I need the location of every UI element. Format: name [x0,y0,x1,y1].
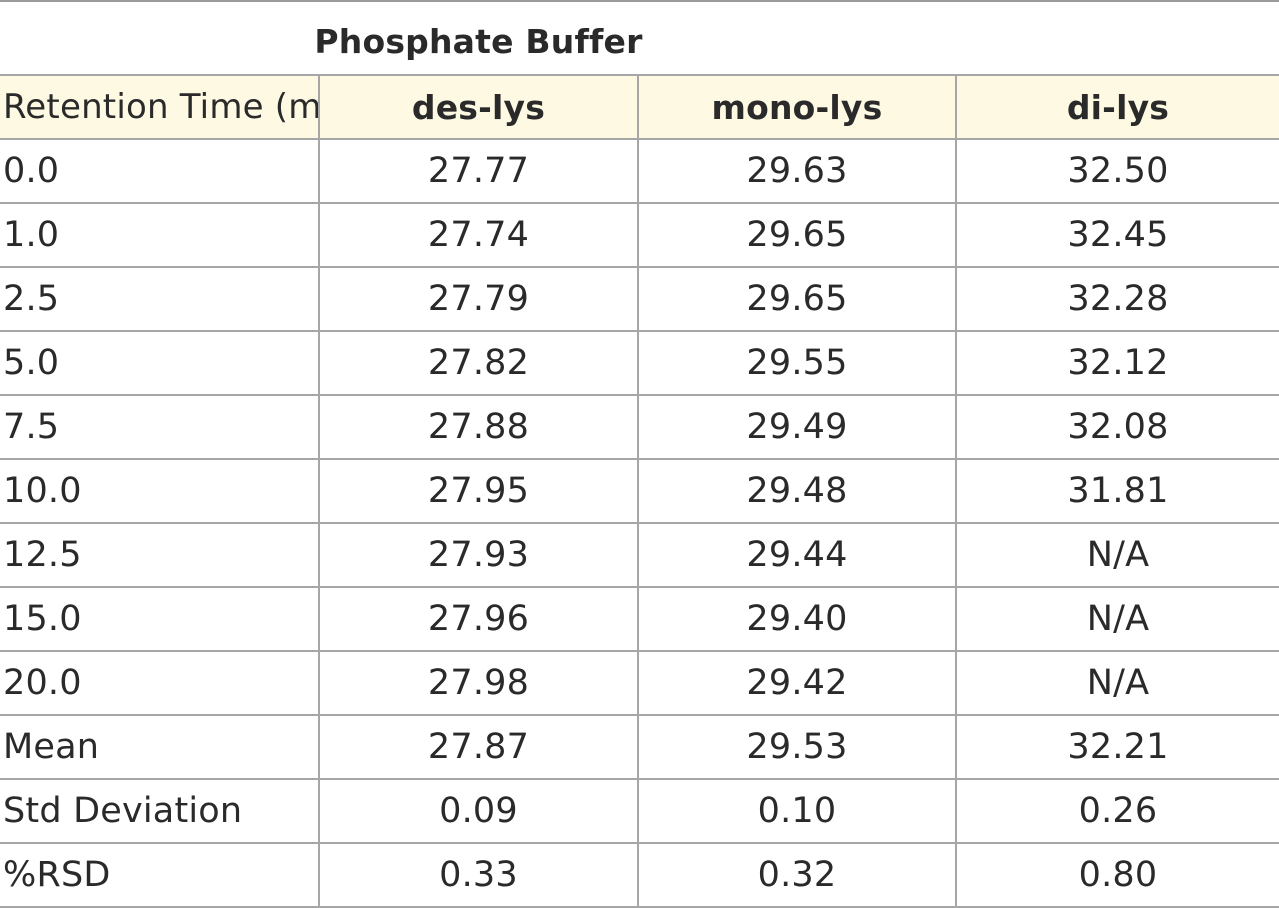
cell-di-lys: 0.80 [1078,855,1158,895]
cell-mono-lys: 0.10 [639,780,957,842]
cell-retention-time: Std Deviation [0,780,320,842]
cell-retention-time: 1.0 [0,204,320,266]
cell-des-lys: 27.82 [320,332,639,394]
cell-des-lys: 27.87 [320,716,639,778]
cell-des-lys: 27.93 [320,524,639,586]
cell-des-lys: 0.33 [320,844,639,906]
cell-di-lys: 0.26 [1078,791,1158,831]
cell-mono-lys: 29.63 [639,140,957,202]
cell-retention-time: 5.0 [0,332,320,394]
cell-retention-time: 2.5 [0,268,320,330]
cell-des-lys: 27.88 [320,396,639,458]
cell-di-lys: N/A [1086,535,1150,575]
cell-retention-time: 10.0 [0,460,320,522]
table-row: %RSD 0.33 0.32 0.80 [0,844,1279,908]
cell-mono-lys: 29.49 [639,396,957,458]
column-header-di-lys: di-lys [957,76,1279,138]
column-header-des-lys: des-lys [320,76,639,138]
table-row: 7.5 27.88 29.49 32.08 [0,396,1279,460]
cell-mono-lys: 29.65 [639,204,957,266]
column-header-retention-time: Retention Time (min) [0,76,320,138]
cell-di-lys: 32.45 [1067,215,1169,255]
cell-di-lys: N/A [1086,599,1150,639]
cell-di-lys: 32.21 [1067,727,1169,767]
cell-mono-lys: 29.48 [639,460,957,522]
table-row: 10.0 27.95 29.48 31.81 [0,460,1279,524]
cell-mono-lys: 29.53 [639,716,957,778]
table-row: 0.0 27.77 29.63 32.50 [0,140,1279,204]
cell-retention-time: 15.0 [0,588,320,650]
cell-des-lys: 27.77 [320,140,639,202]
cell-mono-lys: 29.42 [639,652,957,714]
cell-des-lys: 27.95 [320,460,639,522]
table-row: 15.0 27.96 29.40 N/A [0,588,1279,652]
table-row: 5.0 27.82 29.55 32.12 [0,332,1279,396]
cell-retention-time: 7.5 [0,396,320,458]
group-header-phosphate-buffer: Phosphate Buffer [314,21,643,61]
group-header-row: Phosphate Buffer [0,2,1279,76]
cell-mono-lys: 0.32 [639,844,957,906]
table-row: Mean 27.87 29.53 32.21 [0,716,1279,780]
column-header-row: Retention Time (min) des-lys mono-lys di… [0,76,1279,140]
column-header-mono-lys: mono-lys [639,76,957,138]
cell-mono-lys: 29.44 [639,524,957,586]
cell-mono-lys: 29.65 [639,268,957,330]
group-header-spacer [957,2,1279,74]
table-row: 1.0 27.74 29.65 32.45 [0,204,1279,268]
cell-des-lys: 27.96 [320,588,639,650]
cell-mono-lys: 29.55 [639,332,957,394]
table-row: 20.0 27.98 29.42 N/A [0,652,1279,716]
cell-retention-time: Mean [0,716,320,778]
cell-di-lys: 32.12 [1067,343,1169,383]
cell-des-lys: 27.79 [320,268,639,330]
table-body: 0.0 27.77 29.63 32.50 1.0 27.74 29.65 32.45 2.5 2… [0,140,1279,908]
cell-di-lys: 32.28 [1067,279,1169,319]
table-row: 2.5 27.79 29.65 32.28 [0,268,1279,332]
cell-retention-time: 20.0 [0,652,320,714]
cell-retention-time: 0.0 [0,140,320,202]
cell-di-lys: 31.81 [1067,471,1169,511]
cell-des-lys: 27.98 [320,652,639,714]
cell-di-lys: N/A [1086,663,1150,703]
cell-des-lys: 0.09 [320,780,639,842]
cell-des-lys: 27.74 [320,204,639,266]
table-row: 12.5 27.93 29.44 N/A [0,524,1279,588]
table-row: Std Deviation 0.09 0.10 0.26 [0,780,1279,844]
cell-retention-time: %RSD [0,844,320,906]
cell-retention-time: 12.5 [0,524,320,586]
cell-di-lys: 32.50 [1067,151,1169,191]
cell-mono-lys: 29.40 [639,588,957,650]
cell-di-lys: 32.08 [1067,407,1169,447]
